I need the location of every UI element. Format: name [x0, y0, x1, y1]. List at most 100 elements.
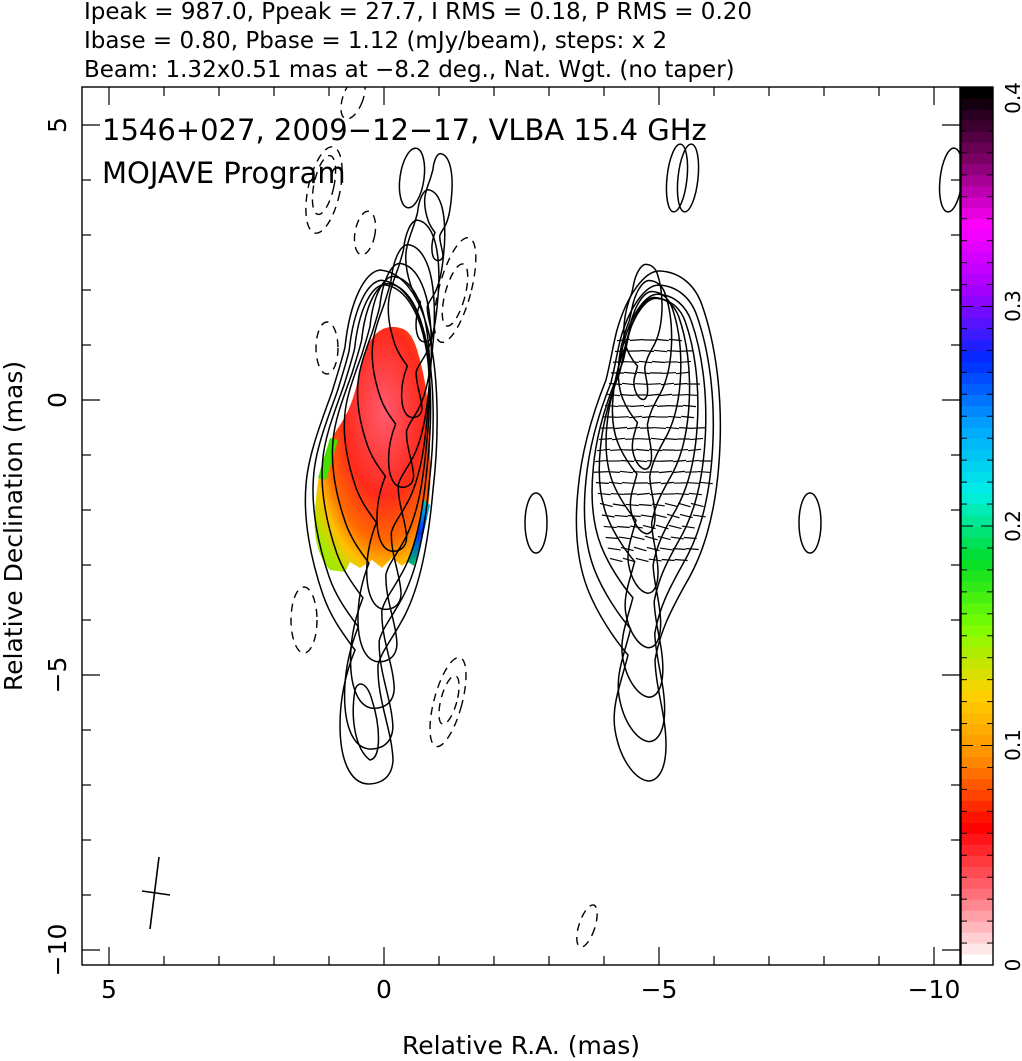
colorbar	[961, 87, 993, 966]
intensity-contour	[321, 284, 432, 710]
intensity-contour	[938, 147, 960, 213]
evpa-tick	[610, 492, 624, 496]
colorbar-band	[961, 163, 993, 176]
colorbar-tick-label: 0.4	[1001, 82, 1022, 114]
evpa-tick	[697, 470, 711, 474]
evpa-tick	[655, 338, 669, 342]
evpa-tick	[612, 503, 626, 507]
evpa-tick	[636, 448, 650, 452]
evpa-tick	[685, 547, 699, 551]
evpa-tick	[681, 525, 695, 529]
evpa-tick	[607, 547, 621, 551]
evpa-tick	[621, 382, 636, 386]
evpa-tick	[671, 470, 685, 474]
y-tick-label: −5	[43, 657, 72, 694]
evpa-tick	[603, 416, 617, 418]
colorbar-band	[961, 910, 993, 922]
evpa-tick	[666, 513, 680, 519]
evpa-tick	[640, 514, 654, 518]
colorbar-band	[961, 613, 993, 626]
colorbar-band	[961, 372, 993, 384]
evpa-tick	[632, 470, 646, 474]
colorbar-band	[961, 130, 993, 143]
evpa-tick	[644, 535, 658, 541]
evpa-tick	[634, 459, 648, 463]
negative-contour	[576, 904, 598, 948]
colorbar-band	[961, 306, 993, 319]
evpa-tick	[660, 481, 674, 485]
colorbar-band	[961, 394, 993, 406]
y-axis-label: Relative Declination (mas)	[0, 361, 28, 691]
colorbar-band	[961, 416, 993, 428]
intensity-contour	[405, 188, 446, 343]
evpa-tick	[668, 415, 682, 419]
evpa-tick	[648, 558, 662, 562]
evpa-tick	[599, 437, 613, 441]
intensity-contours	[304, 143, 960, 785]
evpa-tick	[614, 426, 628, 430]
colorbar-band	[961, 580, 993, 593]
evpa-tick	[608, 382, 623, 386]
evpa-tick	[627, 426, 641, 430]
colorbar-band	[961, 756, 993, 769]
colorbar-band	[961, 97, 993, 110]
x-axis-label: Relative R.A. (mas)	[402, 1031, 640, 1060]
evpa-tick	[629, 525, 643, 529]
evpa-tick	[692, 514, 706, 518]
evpa-tick	[664, 437, 678, 441]
plot-area	[141, 87, 960, 948]
evpa-tick	[638, 438, 652, 440]
evpa-tick	[670, 405, 684, 407]
evpa-tick	[649, 448, 663, 452]
intensity-contour	[591, 293, 707, 698]
evpa-tick	[688, 492, 702, 496]
evpa-tick	[681, 415, 695, 419]
evpa-tick	[655, 524, 669, 530]
evpa-tick	[595, 482, 609, 484]
evpa-tick	[647, 481, 661, 485]
evpa-tick	[638, 360, 652, 364]
evpa-tick	[630, 404, 645, 408]
beam-minor-axis	[141, 890, 171, 896]
evpa-tick	[604, 404, 619, 408]
negative-contour	[441, 263, 469, 327]
colorbar-band	[961, 954, 993, 966]
colorbar-ticks	[961, 86, 993, 966]
evpa-tick	[635, 557, 649, 563]
evpa-tick	[612, 437, 626, 441]
colorbar-band	[961, 932, 993, 944]
evpa-tick	[642, 415, 656, 419]
intensity-contour	[611, 290, 682, 535]
header-line-3: Beam: 1.32x0.51 mas at −8.2 deg., Nat. W…	[84, 57, 735, 83]
x-tick-label: 5	[101, 975, 117, 1004]
colorbar-band	[961, 701, 993, 714]
colorbar-band	[961, 679, 993, 692]
evpa-tick	[610, 448, 624, 452]
colorbar-band	[961, 734, 993, 747]
colorbar-band	[961, 789, 993, 801]
evpa-tick	[625, 361, 639, 363]
colorbar-band	[961, 943, 993, 955]
evpa-tick	[699, 481, 713, 485]
evpa-tick	[597, 492, 611, 496]
colorbar-band	[961, 460, 993, 472]
colorbar-band	[961, 185, 993, 198]
intensity-contour	[676, 143, 700, 213]
colorbar-band	[961, 207, 993, 220]
program-annotation: MOJAVE Program	[102, 156, 346, 190]
evpa-tick	[688, 448, 702, 452]
colorbar-band	[961, 482, 993, 494]
colorbar-band	[961, 449, 993, 461]
evpa-tick	[666, 350, 680, 352]
colorbar-band	[961, 778, 993, 790]
colorbar-band	[961, 262, 993, 275]
negative-contour	[311, 154, 337, 216]
evpa-tick	[679, 427, 693, 429]
colorbar-band	[961, 515, 993, 527]
colorbar-tick-label: 0.2	[1001, 510, 1022, 542]
colorbar-band	[961, 196, 993, 209]
colorbar-band	[961, 317, 993, 330]
evpa-tick	[647, 460, 661, 462]
colorbar-band	[961, 273, 993, 286]
colorbar-band	[961, 921, 993, 933]
